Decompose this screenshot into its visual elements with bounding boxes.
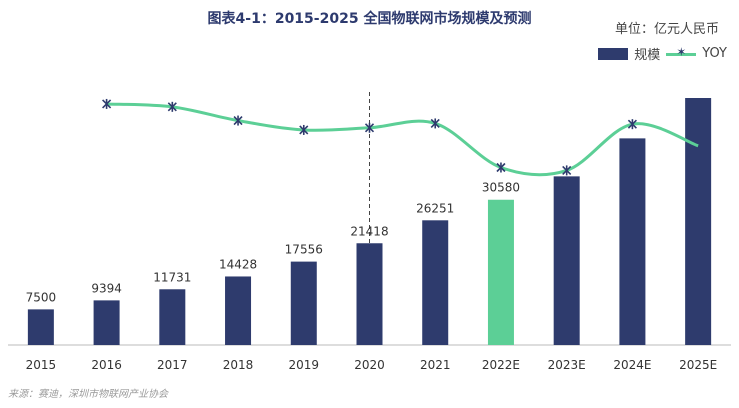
yoy-marker-icon (364, 122, 375, 133)
x-tick-label-2023E: 2023E (548, 358, 586, 372)
x-tick-label-2017: 2017 (157, 358, 188, 372)
data-label-2020: 21418 (350, 224, 388, 238)
yoy-marker-icon (299, 124, 309, 135)
bar-2020 (356, 243, 383, 345)
yoy-marker-icon (102, 98, 112, 109)
x-tick-label-2021: 2021 (420, 358, 451, 372)
yoy-marker-icon (562, 165, 572, 176)
legend-bar-swatch (598, 47, 629, 60)
data-label-2019: 17556 (285, 243, 323, 257)
bar-2023E (553, 176, 580, 345)
bar-2015 (27, 309, 54, 345)
x-tick-label-2020: 2020 (354, 358, 385, 372)
legend-line-label: YOY (702, 46, 727, 61)
yoy-marker-icon (233, 115, 243, 126)
yoy-marker-icon (430, 118, 440, 129)
yoy-line (106, 102, 699, 177)
unit-label: 单位：亿元人民币 (614, 22, 719, 37)
legend-line-swatch: ✶ (666, 44, 697, 61)
x-tick-label-2022E: 2022E (482, 358, 520, 372)
chart-title: 图表4-1：2015-2025 全国物联网市场规模及预测 (207, 11, 532, 27)
x-tick-label-2025E: 2025E (679, 358, 717, 372)
data-label-2015: 7500 (26, 290, 57, 304)
data-label-2016: 9394 (91, 281, 122, 295)
bar-2018 (225, 276, 252, 345)
x-tick-label-2015: 2015 (26, 358, 57, 372)
bar-2024E (619, 138, 646, 345)
bar-2019 (290, 261, 317, 345)
bar-2022E (487, 199, 514, 345)
bar-2017 (159, 289, 186, 345)
data-label-2018: 14428 (219, 257, 257, 271)
yoy-marker-icon (627, 119, 637, 130)
source-note: 来源：赛迪，深圳市物联网产业协会 (8, 389, 168, 400)
data-label-2017: 11731 (153, 270, 191, 284)
bar-2021 (422, 220, 449, 345)
yoy-marker-icon (496, 162, 506, 173)
yoy-marker-icon (167, 101, 177, 112)
bar-2025E (685, 98, 712, 345)
x-tick-label-2018: 2018 (223, 358, 254, 372)
legend: 规模 ✶ YOY (598, 44, 727, 63)
x-tick-label-2024E: 2024E (613, 358, 651, 372)
data-label-2021: 26251 (416, 201, 454, 215)
data-label-2022E: 30580 (482, 181, 520, 195)
legend-bar-label: 规模 (634, 48, 661, 63)
bar-2016 (93, 300, 120, 345)
x-tick-label-2016: 2016 (91, 358, 122, 372)
legend-marker-icon: ✶ (676, 44, 687, 59)
x-tick-label-2019: 2019 (288, 358, 319, 372)
